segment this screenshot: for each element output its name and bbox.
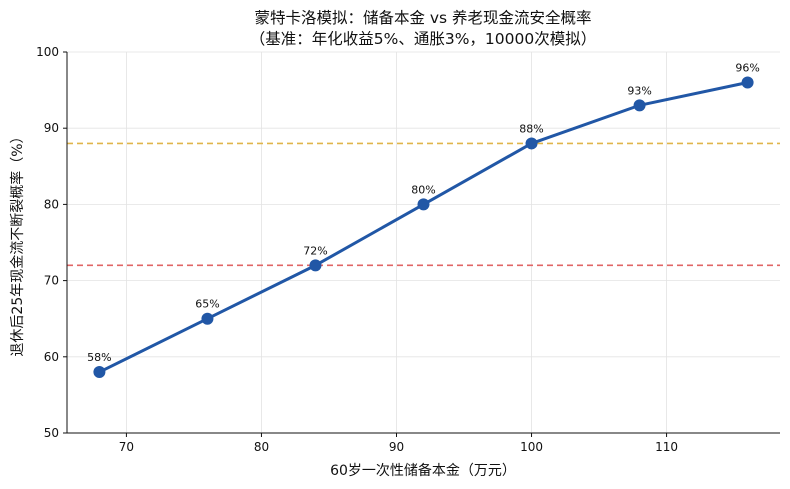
y-tick-label: 80 [44, 197, 59, 211]
data-point [525, 137, 538, 150]
series-line [97, 80, 750, 374]
y-tick-label: 100 [36, 45, 59, 59]
x-tick-label: 80 [254, 440, 269, 454]
chart-title-line2: （基准：年化收益5%、通胀3%，10000次模拟） [250, 30, 597, 48]
tick-labels: 70 80 90 100 110 50 60 70 80 90 100 [36, 45, 678, 454]
y-axis-label: 退休后25年现金流不断裂概率（%） [9, 129, 26, 356]
data-point [633, 99, 646, 112]
y-tick-label: 90 [44, 121, 59, 135]
y-tick-label: 50 [44, 426, 59, 440]
data-label: 80% [411, 183, 435, 196]
x-axis-label: 60岁一次性储备本金（万元） [330, 462, 516, 479]
reference-lines [67, 142, 780, 267]
data-label: 72% [303, 244, 327, 257]
x-tick-label: 90 [389, 440, 404, 454]
data-point [201, 312, 214, 325]
data-point [93, 366, 106, 379]
x-tick-label: 70 [119, 440, 134, 454]
axes [66, 52, 780, 434]
series-group: 58% 65% 72% 80% 88% 93% 96% [87, 61, 760, 379]
data-label: 93% [627, 84, 651, 97]
data-label: 96% [735, 61, 759, 74]
data-label: 88% [519, 122, 543, 135]
y-tick-label: 60 [44, 350, 59, 364]
x-tick-label: 110 [655, 440, 678, 454]
data-point [741, 76, 754, 89]
x-tick-label: 100 [520, 440, 543, 454]
chart-title-line1: 蒙特卡洛模拟：储备本金 vs 养老现金流安全概率 [254, 9, 591, 27]
data-point [309, 259, 322, 272]
data-point [417, 198, 430, 211]
y-tick-label: 70 [44, 274, 59, 288]
grid-lines [67, 51, 780, 434]
data-label: 58% [87, 351, 111, 364]
data-label: 65% [195, 298, 219, 311]
